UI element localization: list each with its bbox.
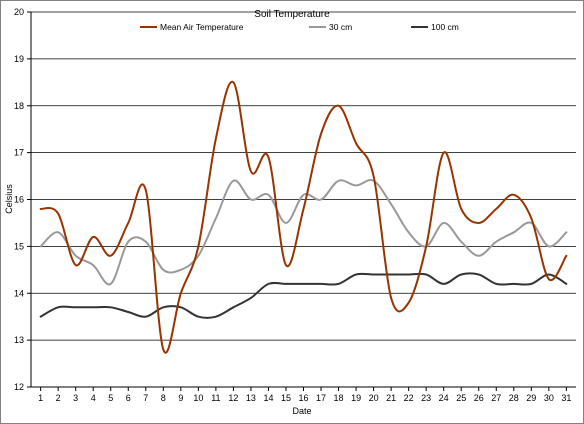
x-tick-label-23: 23 <box>421 393 431 403</box>
x-tick-label-5: 5 <box>108 393 113 403</box>
y-tick-label-14: 14 <box>14 288 24 298</box>
x-tick-label-4: 4 <box>91 393 96 403</box>
x-tick-label-7: 7 <box>143 393 148 403</box>
x-tick-label-3: 3 <box>73 393 78 403</box>
x-axis-ticks: 1 2 3 4 5 6 7 8 9 10 11 12 13 14 15 16 17 18 19 20 21 22 23 24 2… <box>38 387 571 403</box>
y-tick-label-12: 12 <box>14 382 24 392</box>
y-tick-label-16: 16 <box>14 195 24 205</box>
x-axis-title: Date <box>292 406 311 416</box>
y-tick-label-13: 13 <box>14 335 24 345</box>
chart-title: Soil Temperature <box>254 9 330 20</box>
legend: Mean Air Temperature 30 cm 100 cm <box>140 22 459 32</box>
legend-label-mean-air-temperature: Mean Air Temperature <box>160 22 244 32</box>
y-tick-label-19: 19 <box>14 54 24 64</box>
series-line-100-cm <box>39 272 568 319</box>
x-tick-label-6: 6 <box>126 393 131 403</box>
y-axis-title: Celsius <box>4 184 14 214</box>
x-tick-label-9: 9 <box>178 393 183 403</box>
series-line-30-cm <box>39 179 568 286</box>
y-axis-ticks: 12 13 14 15 16 17 18 19 20 <box>14 7 31 392</box>
x-tick-label-24: 24 <box>439 393 449 403</box>
x-tick-label-20: 20 <box>369 393 379 403</box>
x-tick-label-22: 22 <box>404 393 414 403</box>
series-line-mean-air-temperature <box>39 80 568 354</box>
x-tick-label-10: 10 <box>193 393 203 403</box>
legend-label-100cm: 100 cm <box>431 22 459 32</box>
x-tick-label-14: 14 <box>263 393 273 403</box>
x-tick-label-27: 27 <box>491 393 501 403</box>
x-tick-label-30: 30 <box>544 393 554 403</box>
x-tick-label-13: 13 <box>246 393 256 403</box>
y-tick-label-18: 18 <box>14 101 24 111</box>
x-tick-label-11: 11 <box>211 393 220 403</box>
series-layer <box>39 80 568 354</box>
x-tick-label-8: 8 <box>161 393 166 403</box>
x-tick-label-12: 12 <box>228 393 238 403</box>
x-tick-label-31: 31 <box>561 393 571 403</box>
x-tick-label-2: 2 <box>56 393 61 403</box>
y-tick-label-17: 17 <box>14 148 24 158</box>
x-tick-label-19: 19 <box>351 393 361 403</box>
gridlines <box>31 11 576 341</box>
x-tick-label-29: 29 <box>526 393 536 403</box>
x-tick-label-25: 25 <box>456 393 466 403</box>
x-tick-label-15: 15 <box>281 393 291 403</box>
legend-label-30cm: 30 cm <box>329 22 352 32</box>
x-tick-label-28: 28 <box>509 393 519 403</box>
y-tick-label-15: 15 <box>14 241 24 251</box>
y-tick-label-20: 20 <box>14 7 24 17</box>
x-tick-label-26: 26 <box>474 393 484 403</box>
x-tick-label-21: 21 <box>386 393 396 403</box>
x-tick-label-1: 1 <box>38 393 43 403</box>
x-tick-label-16: 16 <box>298 393 308 403</box>
x-tick-label-17: 17 <box>316 393 326 403</box>
x-tick-label-18: 18 <box>334 393 344 403</box>
